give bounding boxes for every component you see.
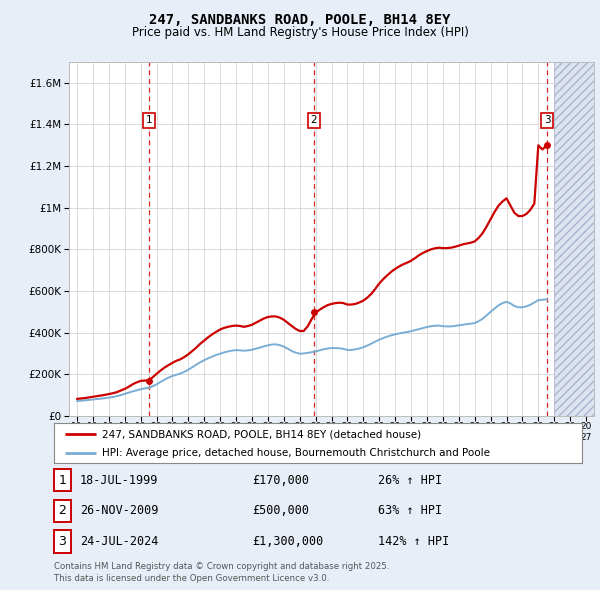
Text: 3: 3 [544,116,551,125]
Text: £500,000: £500,000 [252,504,309,517]
Text: 1: 1 [146,116,152,125]
Text: 247, SANDBANKS ROAD, POOLE, BH14 8EY: 247, SANDBANKS ROAD, POOLE, BH14 8EY [149,13,451,27]
Text: 1: 1 [58,474,67,487]
Text: 24-JUL-2024: 24-JUL-2024 [80,535,158,548]
Text: 63% ↑ HPI: 63% ↑ HPI [378,504,442,517]
Text: Price paid vs. HM Land Registry's House Price Index (HPI): Price paid vs. HM Land Registry's House … [131,26,469,39]
Text: 18-JUL-1999: 18-JUL-1999 [80,474,158,487]
Text: £170,000: £170,000 [252,474,309,487]
Text: 26-NOV-2009: 26-NOV-2009 [80,504,158,517]
Text: 247, SANDBANKS ROAD, POOLE, BH14 8EY (detached house): 247, SANDBANKS ROAD, POOLE, BH14 8EY (de… [101,430,421,440]
Text: HPI: Average price, detached house, Bournemouth Christchurch and Poole: HPI: Average price, detached house, Bour… [101,448,490,458]
Text: 3: 3 [58,535,67,548]
Text: 2: 2 [311,116,317,125]
Text: 2: 2 [58,504,67,517]
Text: £1,300,000: £1,300,000 [252,535,323,548]
Text: 26% ↑ HPI: 26% ↑ HPI [378,474,442,487]
Bar [554,62,594,416]
Text: 142% ↑ HPI: 142% ↑ HPI [378,535,449,548]
Text: Contains HM Land Registry data © Crown copyright and database right 2025.
This d: Contains HM Land Registry data © Crown c… [54,562,389,583]
